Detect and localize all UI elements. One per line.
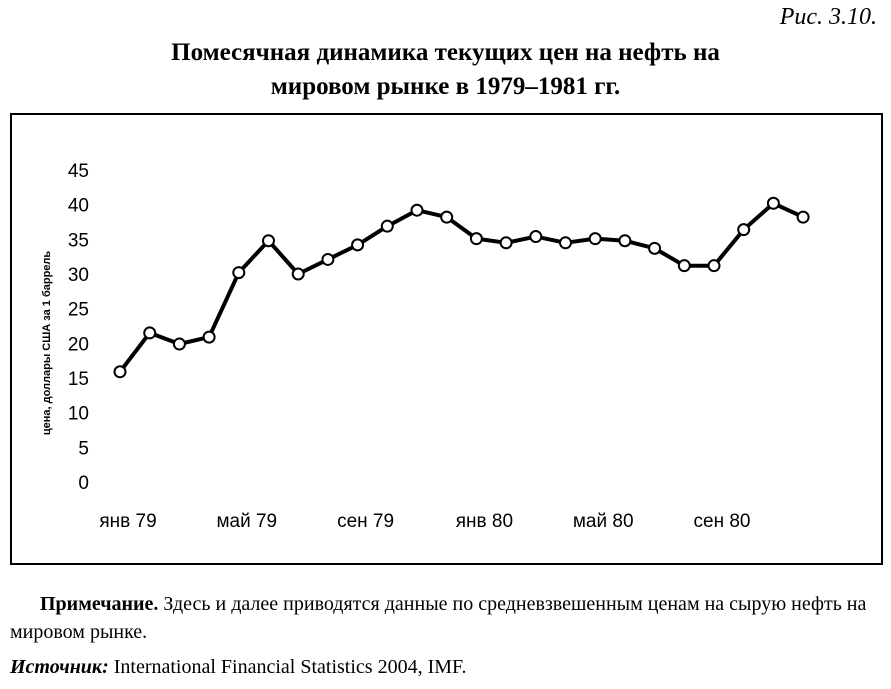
x-tick-label: янв 79	[99, 511, 156, 532]
y-tick-label: 25	[68, 300, 89, 321]
data-point	[559, 236, 572, 250]
y-tick-label: 10	[68, 404, 89, 425]
data-point	[291, 267, 305, 281]
data-point	[380, 219, 394, 233]
y-tick-label: 40	[68, 196, 89, 217]
chart-frame	[10, 113, 883, 565]
x-tick-label: сен 79	[337, 511, 394, 532]
y-axis-label: цена, доллары США за 1 баррель	[41, 251, 53, 436]
note-text: Здесь и далее приводятся данные по средн…	[10, 593, 867, 643]
y-tick-label: 20	[68, 334, 89, 355]
chart-title-line-2: мировом рынке в 1979–1981 гг.	[270, 73, 621, 100]
data-point	[677, 259, 691, 273]
data-point	[707, 259, 721, 273]
data-point	[529, 230, 543, 244]
data-point	[143, 326, 157, 340]
y-tick-label: 0	[78, 473, 89, 494]
line-chart: цена, доллары США за 1 баррель 0 5 10 15 20 2…	[41, 161, 810, 532]
data-point	[321, 252, 335, 266]
chart-title-line-1: Помесячная динамика текущих цен на нефть…	[171, 39, 720, 66]
figure-label: Рис. 3.10.	[779, 4, 877, 30]
data-point	[648, 241, 662, 255]
y-tick-label: 30	[68, 265, 89, 286]
chart-title: Помесячная динамика текущих цен на нефть…	[0, 36, 891, 104]
source-label: Источник:	[10, 656, 109, 678]
data-point	[440, 210, 454, 224]
x-tick-label: май 79	[216, 511, 277, 532]
data-point	[499, 236, 513, 250]
data-point	[737, 223, 751, 237]
data-point	[469, 232, 483, 246]
data-point	[262, 234, 275, 248]
data-point	[351, 238, 365, 252]
x-axis-ticks: янв 79 май 79 сен 79 янв 80 май 80 сен 80	[99, 511, 750, 532]
data-point	[113, 365, 127, 379]
note-label: Примечание.	[40, 593, 159, 615]
y-tick-label: 35	[68, 230, 89, 251]
data-point	[410, 203, 424, 217]
x-tick-label: янв 80	[456, 511, 513, 532]
data-point	[796, 210, 810, 224]
data-point	[618, 234, 632, 248]
series-line	[118, 201, 804, 374]
data-point	[588, 232, 602, 246]
note: Примечание. Здесь и далее приводятся дан…	[10, 590, 888, 646]
y-tick-label: 5	[78, 438, 89, 459]
source-text: International Financial Statistics 2004,…	[108, 656, 467, 678]
source: Источник: International Financial Statis…	[10, 656, 467, 679]
data-point	[172, 337, 186, 351]
series-price	[113, 196, 810, 379]
y-tick-label: 15	[68, 369, 89, 390]
x-tick-label: май 80	[573, 511, 634, 532]
y-axis-ticks: 0 5 10 15 20 25 30 35 40 45	[68, 161, 89, 494]
data-point	[232, 266, 246, 280]
data-point	[766, 196, 780, 210]
x-tick-label: сен 80	[694, 511, 751, 532]
y-tick-label: 45	[68, 161, 89, 182]
y-axis-label-group: цена, доллары США за 1 баррель	[41, 251, 53, 436]
data-point	[202, 330, 216, 344]
